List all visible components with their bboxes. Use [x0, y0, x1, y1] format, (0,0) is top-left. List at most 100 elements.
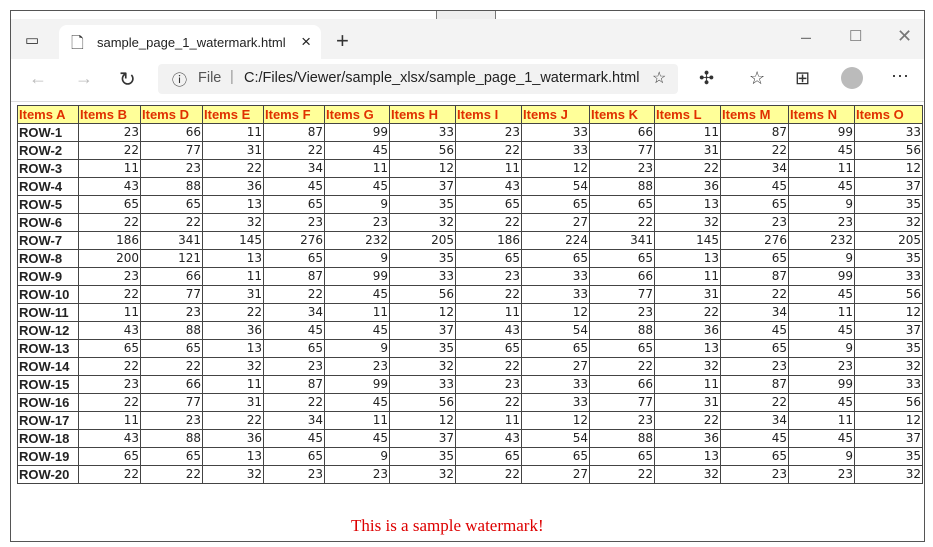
- table-cell: 88: [140, 177, 203, 196]
- table-cell: 13: [654, 339, 721, 358]
- column-header: Items G: [324, 105, 390, 124]
- column-header: Items J: [521, 105, 590, 124]
- table-cell: 33: [854, 267, 923, 286]
- table-row: ROW-8 200 121 13 65 9 35 65 65 65 13 65 9 35: [17, 249, 923, 268]
- table-cell: 77: [589, 285, 655, 304]
- browser-tab[interactable]: 🗋 sample_page_1_watermark.html ×: [59, 25, 321, 59]
- table-cell: 23: [324, 465, 390, 484]
- table-cell: 45: [788, 321, 855, 340]
- column-header: Items L: [654, 105, 721, 124]
- table-cell: 43: [455, 321, 522, 340]
- table-row: ROW-7 186 341 145 276 232 205 186 224 341 145 276 23…: [17, 231, 923, 250]
- profile-avatar[interactable]: [841, 67, 863, 89]
- url-field[interactable]: ⓘ File | C:/Files/Viewer/sample_xlsx/sam…: [158, 64, 678, 94]
- table-cell: 77: [140, 393, 203, 412]
- row-label: ROW-12: [17, 321, 79, 340]
- add-favorite-icon[interactable]: ☆: [652, 70, 667, 87]
- table-cell: 35: [854, 195, 923, 214]
- table-cell: 22: [263, 393, 325, 412]
- tab-actions-icon[interactable]: ▭: [25, 32, 40, 49]
- table-cell: 77: [140, 141, 203, 160]
- row-label: ROW-2: [17, 141, 79, 160]
- maximize-icon[interactable]: ☐: [849, 28, 863, 45]
- table-cell: 88: [140, 321, 203, 340]
- table-cell: 23: [720, 357, 789, 376]
- favorites-icon[interactable]: ☆: [749, 68, 766, 88]
- table-row: ROW-19 65 65 13 65 9 35 65 65 65 13 65 9 35: [17, 447, 923, 466]
- table-cell: 32: [389, 213, 456, 232]
- table-cell: 35: [854, 447, 923, 466]
- table-cell: 33: [389, 267, 456, 286]
- new-tab-icon[interactable]: +: [336, 28, 349, 53]
- collections-icon[interactable]: ⊞: [795, 68, 811, 88]
- close-window-icon[interactable]: ✕: [897, 26, 913, 46]
- browser-window: ▭ 🗋 sample_page_1_watermark.html × + – ☐…: [10, 10, 925, 542]
- back-icon[interactable]: ←: [29, 68, 47, 88]
- table-cell: 12: [521, 411, 590, 430]
- table-cell: 11: [324, 159, 390, 178]
- table-cell: 65: [140, 339, 203, 358]
- extensions-icon[interactable]: ✣: [699, 68, 715, 88]
- table-cell: 13: [202, 249, 264, 268]
- table-cell: 65: [521, 195, 590, 214]
- table-cell: 37: [389, 321, 456, 340]
- table-cell: 23: [788, 213, 855, 232]
- table-cell: 13: [202, 195, 264, 214]
- table-cell: 87: [720, 375, 789, 394]
- table-cell: 22: [455, 285, 522, 304]
- table-cell: 35: [389, 339, 456, 358]
- more-icon[interactable]: ⋯: [891, 66, 909, 86]
- column-header: Items H: [389, 105, 456, 124]
- table-cell: 232: [788, 231, 855, 250]
- data-table: Items A Items B Items D Items E Items F Items…: [17, 105, 923, 484]
- tab-bar: ▭ 🗋 sample_page_1_watermark.html × + – ☐…: [11, 19, 924, 59]
- column-header: Items K: [589, 105, 655, 124]
- table-cell: 22: [140, 213, 203, 232]
- table-cell: 9: [788, 249, 855, 268]
- table-cell: 34: [263, 159, 325, 178]
- table-cell: 45: [720, 429, 789, 448]
- table-cell: 12: [521, 303, 590, 322]
- table-cell: 66: [589, 375, 655, 394]
- table-cell: 22: [455, 213, 522, 232]
- table-cell: 22: [455, 357, 522, 376]
- table-cell: 23: [788, 465, 855, 484]
- table-cell: 276: [263, 231, 325, 250]
- table-cell: 9: [324, 339, 390, 358]
- refresh-icon[interactable]: ↻: [119, 69, 136, 91]
- table-row: ROW-18 43 88 36 45 45 37 43 54 88 36 45 45 37: [17, 429, 923, 448]
- table-cell: 186: [455, 231, 522, 250]
- minimize-icon[interactable]: –: [801, 27, 812, 47]
- table-cell: 11: [202, 267, 264, 286]
- table-row: ROW-1 23 66 11 87 99 33 23 33 66 11 87 99 33: [17, 123, 923, 142]
- table-cell: 65: [78, 447, 141, 466]
- table-cell: 11: [78, 411, 141, 430]
- table-cell: 23: [324, 213, 390, 232]
- table-cell: 56: [854, 285, 923, 304]
- table-cell: 11: [455, 411, 522, 430]
- table-cell: 31: [654, 285, 721, 304]
- table-cell: 36: [202, 321, 264, 340]
- table-cell: 45: [788, 177, 855, 196]
- table-cell: 23: [140, 303, 203, 322]
- table-cell: 9: [324, 447, 390, 466]
- table-cell: 22: [78, 393, 141, 412]
- table-cell: 11: [78, 303, 141, 322]
- table-cell: 65: [720, 339, 789, 358]
- table-cell: 34: [720, 159, 789, 178]
- forward-icon[interactable]: →: [75, 68, 93, 88]
- table-cell: 276: [720, 231, 789, 250]
- info-icon: ⓘ: [172, 72, 188, 89]
- table-cell: 23: [263, 357, 325, 376]
- table-cell: 45: [720, 321, 789, 340]
- table-cell: 45: [263, 321, 325, 340]
- table-cell: 77: [140, 285, 203, 304]
- close-tab-icon[interactable]: ×: [301, 32, 311, 51]
- table-cell: 37: [854, 429, 923, 448]
- row-label: ROW-17: [17, 411, 79, 430]
- table-cell: 65: [140, 195, 203, 214]
- address-bar: ← → ↻ ⓘ File | C:/Files/Viewer/sample_xl…: [11, 59, 924, 102]
- table-cell: 45: [324, 141, 390, 160]
- table-cell: 11: [324, 411, 390, 430]
- table-cell: 12: [389, 411, 456, 430]
